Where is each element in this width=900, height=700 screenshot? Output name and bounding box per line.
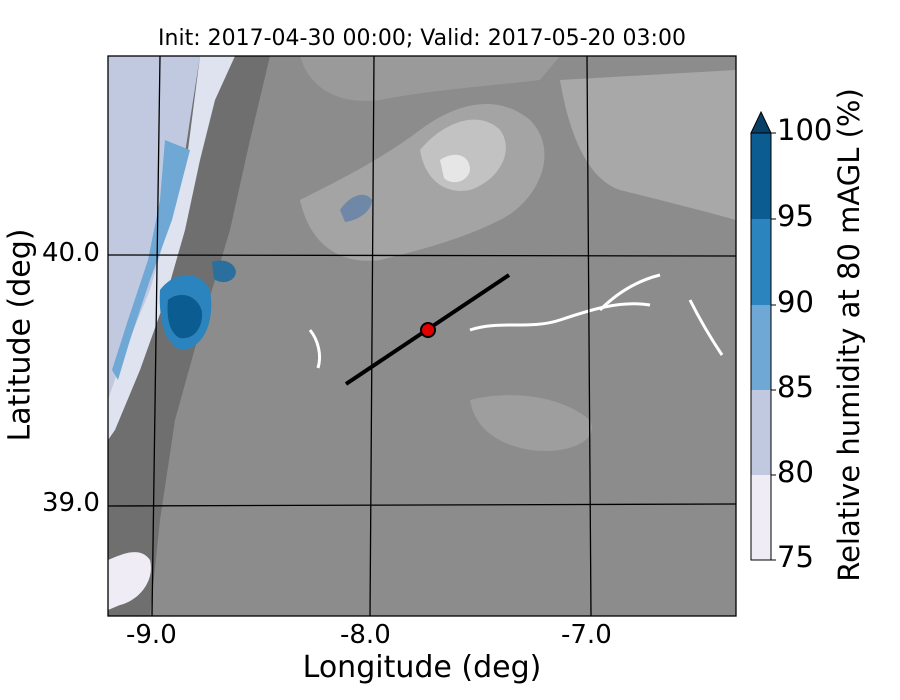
humidity-95-patch [212, 260, 236, 283]
colorbar-frame [750, 132, 772, 561]
x-tick-label: -8.0 [340, 620, 391, 650]
river-1 [469, 302, 651, 332]
colorbar-tick-label: 95 [777, 199, 814, 233]
gridline-lon--9 [151, 56, 161, 616]
map-area [108, 56, 736, 616]
colorbar-band-85-90 [751, 305, 771, 390]
humidity-85-region [112, 140, 190, 380]
colorbar-extend-arrow [750, 110, 772, 134]
colorbar [750, 110, 776, 561]
colorbar-tick-label: 90 [777, 285, 814, 319]
humidity-patch-inland [340, 194, 372, 222]
x-tick-label: -7.0 [561, 620, 612, 650]
x-tick-label: -9.0 [126, 620, 177, 650]
colorbar-tick-label: 100 [777, 113, 833, 147]
highland-south [470, 395, 592, 451]
colorbar-tick-label: 75 [777, 540, 814, 574]
colorbar-band-80-85 [751, 390, 771, 475]
gridline-lat-40 [108, 254, 736, 257]
y-tick-label: 40.0 [42, 238, 100, 268]
humidity-95-region [167, 294, 203, 339]
colorbar-tick-label: 85 [777, 370, 814, 404]
highland-east [560, 70, 736, 220]
map-frame [107, 55, 737, 617]
highland-north [300, 56, 560, 101]
plot-title: Init: 2017-04-30 00:00; Valid: 2017-05-2… [158, 26, 686, 51]
x-axis-label: Longitude (deg) [302, 650, 542, 685]
highland-2 [420, 119, 506, 191]
river-4 [308, 329, 322, 369]
y-axis-label: Latitude (deg) [2, 228, 38, 442]
gridline-lon--8 [369, 56, 375, 616]
colorbar-label: Relative humidity at 80 mAGL (%) [832, 88, 866, 582]
gridline-lat-39 [108, 503, 736, 507]
colorbar-band-90-95 [751, 219, 771, 305]
humidity-75-south [108, 552, 151, 610]
site-marker [420, 322, 436, 338]
river-3 [688, 299, 724, 356]
highland-peak [440, 154, 470, 183]
colorbar-tick-label: 80 [777, 455, 814, 489]
colorbar-band-75-80 [751, 475, 771, 560]
humidity-75-region [108, 56, 235, 440]
y-tick-label: 39.0 [42, 488, 100, 518]
colorbar-band-95-100 [751, 133, 771, 219]
river-2 [598, 273, 661, 312]
gridline-lon--7 [586, 56, 592, 616]
